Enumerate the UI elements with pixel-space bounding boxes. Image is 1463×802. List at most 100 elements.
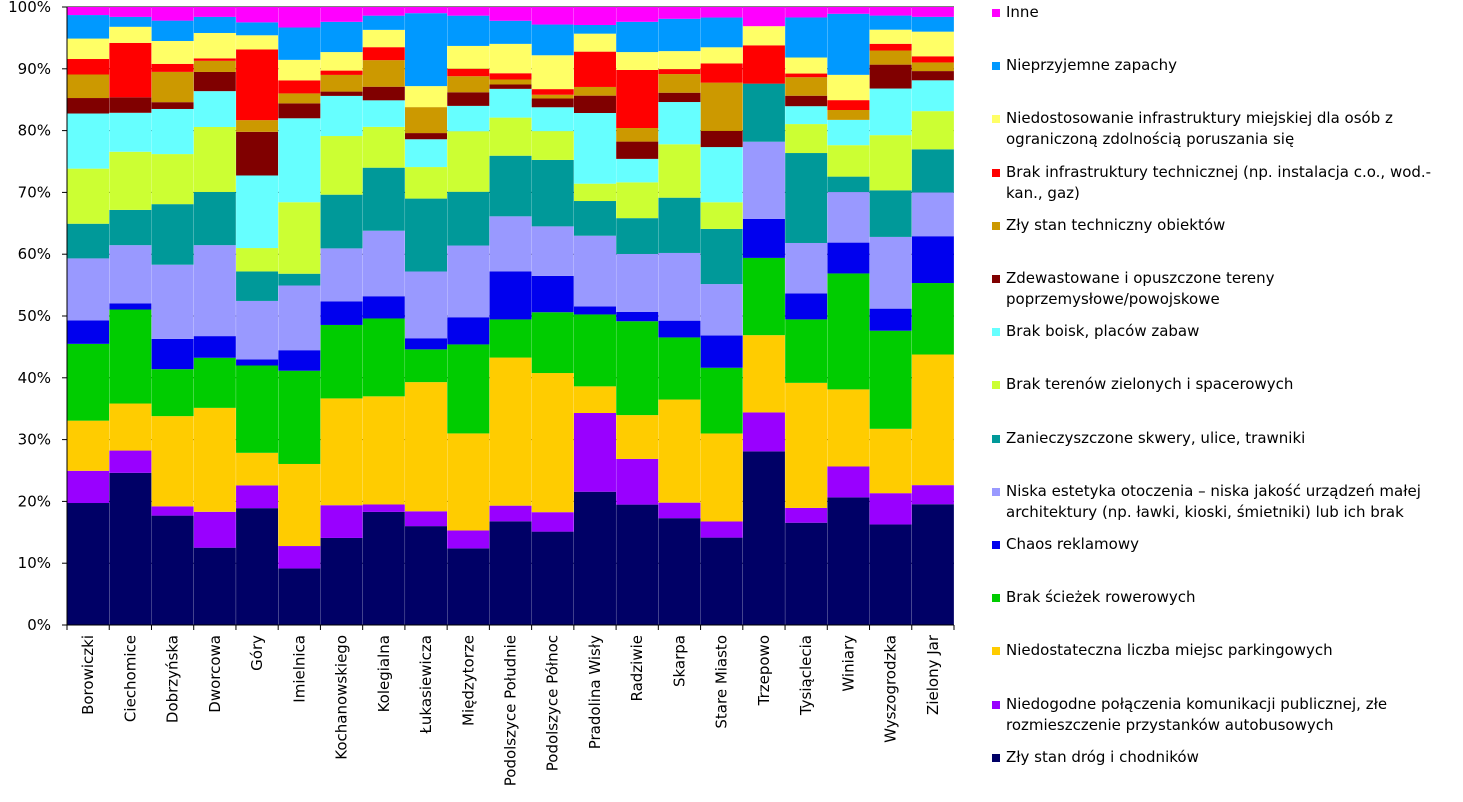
y-tick-label: 100% bbox=[8, 0, 51, 16]
bar-segment bbox=[447, 105, 490, 132]
bar-segment bbox=[911, 62, 954, 72]
x-tick-label: Skarpa bbox=[671, 635, 689, 687]
bar-segment bbox=[700, 63, 743, 83]
bar-segment bbox=[447, 530, 490, 549]
bar-segment bbox=[405, 349, 448, 383]
bar-segment bbox=[742, 218, 785, 258]
bar-segment bbox=[193, 71, 236, 92]
bar-segment bbox=[616, 69, 659, 128]
bar-segment bbox=[573, 113, 616, 184]
bar-segment bbox=[193, 547, 236, 625]
bar-segment bbox=[278, 59, 321, 81]
bar-segment bbox=[489, 319, 532, 358]
bar-segment bbox=[447, 344, 490, 434]
bar-segment bbox=[405, 86, 448, 108]
bar-segment bbox=[658, 92, 701, 103]
bar-segment bbox=[193, 32, 236, 59]
bar-segment bbox=[616, 158, 659, 183]
bar-segment bbox=[362, 167, 405, 231]
legend-label: Inne bbox=[1006, 3, 1039, 21]
x-tick-label: Winiary bbox=[839, 635, 857, 692]
bar-segment bbox=[531, 312, 574, 374]
bar-segment bbox=[869, 236, 912, 309]
bar-segment bbox=[320, 301, 363, 325]
bar-segment bbox=[531, 131, 574, 160]
bar-segment bbox=[362, 230, 405, 297]
bar-segment bbox=[151, 40, 194, 64]
bar-segment bbox=[278, 7, 321, 28]
bar-segment bbox=[700, 202, 743, 229]
bar-segment bbox=[67, 168, 110, 224]
bar-segment bbox=[236, 7, 279, 23]
bar-segment bbox=[700, 17, 743, 48]
bar-segment bbox=[362, 7, 405, 16]
bar-segment bbox=[67, 7, 110, 16]
bar-segment bbox=[827, 497, 870, 625]
bar-segment bbox=[573, 7, 616, 25]
bar-segment bbox=[616, 218, 659, 254]
bar-segment bbox=[109, 245, 152, 304]
bar-segment bbox=[67, 258, 110, 321]
bar-segment bbox=[489, 357, 532, 506]
bar-segment bbox=[742, 7, 785, 27]
bar-segment bbox=[658, 7, 701, 19]
bar-segment bbox=[785, 522, 828, 625]
bar-segment bbox=[531, 98, 574, 108]
bar-segment bbox=[658, 51, 701, 70]
bar-segment bbox=[405, 107, 448, 134]
bars bbox=[67, 7, 954, 625]
bar-segment bbox=[278, 27, 321, 60]
bar-segment bbox=[911, 111, 954, 150]
bar-segment bbox=[869, 135, 912, 191]
bar-segment bbox=[531, 7, 574, 25]
bar-segment bbox=[320, 95, 363, 137]
bar-segment bbox=[67, 343, 110, 421]
bar-segment bbox=[531, 107, 574, 132]
legend-label: Brak boisk, placów zabaw bbox=[1006, 322, 1200, 341]
x-tick-label: Kolegialna bbox=[375, 635, 393, 712]
bar-segment bbox=[531, 55, 574, 90]
bar-segment bbox=[785, 382, 828, 508]
bar-segment bbox=[193, 245, 236, 337]
bar-segment bbox=[109, 309, 152, 404]
bar-segment bbox=[67, 223, 110, 259]
bar-segment bbox=[236, 131, 279, 176]
bar-segment bbox=[236, 452, 279, 486]
legend-label: Niedostateczna liczba miejsc parkingowyc… bbox=[1006, 641, 1333, 660]
bar-segment bbox=[320, 74, 363, 92]
legend-label: Nieprzyjemne zapachy bbox=[1006, 56, 1177, 75]
legend-swatch bbox=[992, 221, 1000, 230]
bar-segment bbox=[405, 271, 448, 339]
bar-segment bbox=[193, 511, 236, 548]
bar-segment bbox=[320, 505, 363, 538]
bar-segment bbox=[67, 74, 110, 99]
bar-segment bbox=[447, 76, 490, 93]
bar-segment bbox=[193, 407, 236, 512]
bar-segment bbox=[362, 318, 405, 397]
x-tick-label: Pradolina Wisły bbox=[586, 635, 604, 749]
bar-segment bbox=[911, 56, 954, 63]
bar-segment bbox=[320, 7, 363, 22]
bar-segment bbox=[151, 7, 194, 21]
bar-segment bbox=[362, 86, 405, 101]
bar-segment bbox=[700, 82, 743, 131]
bar-segment bbox=[193, 127, 236, 192]
bar-segment bbox=[827, 242, 870, 274]
bar-segment bbox=[320, 324, 363, 399]
bar-segment bbox=[658, 337, 701, 400]
x-tick-label: Zielony Jar bbox=[924, 634, 942, 715]
x-tick-label: Imielnica bbox=[290, 635, 308, 703]
bar-segment bbox=[742, 257, 785, 336]
bar-segment bbox=[869, 15, 912, 30]
bar-segment bbox=[405, 139, 448, 168]
bar-segment bbox=[67, 15, 110, 39]
bar-segment bbox=[278, 80, 321, 94]
legend-swatch bbox=[992, 328, 1000, 337]
bar-segment bbox=[911, 149, 954, 193]
legend-swatch bbox=[992, 275, 1000, 283]
bar-segment bbox=[405, 382, 448, 512]
bar-segment bbox=[67, 113, 110, 169]
bar-segment bbox=[67, 470, 110, 504]
bar-segment bbox=[785, 242, 828, 294]
legend-swatch bbox=[992, 541, 1000, 549]
